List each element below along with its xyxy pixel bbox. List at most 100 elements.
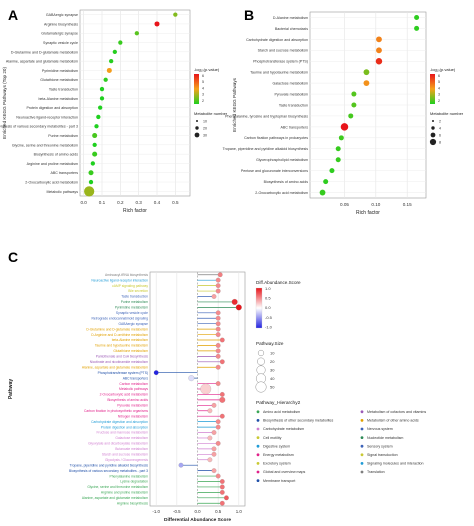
color-legend-tick: 3 [438, 93, 440, 97]
color-legend-bar [430, 74, 435, 104]
pathway-label: Carbon fixation in photosynthetic organi… [84, 409, 148, 413]
color-legend-title: -log₁₀(p.value) [430, 67, 456, 72]
y-tick-label: ABC transporters [50, 171, 78, 175]
hierarchy-legend-label: Membrane transport [263, 479, 295, 483]
size-legend-circle [255, 381, 267, 393]
pathway-label: Biosynthesis of amino acids [107, 398, 148, 402]
y-tick-label: Biosynthesis of amino acids [264, 180, 309, 184]
hierarchy-legend-swatch [256, 436, 260, 439]
data-point [363, 69, 370, 76]
color-legend-bar [255, 287, 263, 329]
color-legend-tick: 5 [438, 80, 440, 84]
size-legend-label: 6 [439, 133, 441, 137]
color-legend-tick: 2 [438, 99, 440, 103]
data-point [106, 67, 112, 73]
pathway-label: Taste transduction [121, 295, 148, 299]
x-tick-label: 0.5 [172, 200, 179, 205]
data-point [96, 114, 101, 120]
size-legend-dot [429, 138, 437, 146]
hierarchy-legend-swatch [360, 444, 364, 448]
size-legend-title: Pathway.Size [256, 341, 284, 346]
data-point [90, 161, 95, 166]
hierarchy-legend-label: Global and overview maps [263, 470, 306, 474]
color-legend-tick: 5 [202, 80, 204, 84]
hierarchy-legend-label: Nucleotide metabolism [367, 436, 403, 440]
size-legend-dot [431, 126, 435, 130]
size-legend-label: 4 [439, 126, 441, 130]
y-tick-label: Phenylalanine, tyrosine and tryptophan b… [225, 114, 308, 118]
color-legend-tick: 0.0 [265, 305, 271, 310]
y-tick-label: Starch and sucrose metabolism [258, 49, 308, 53]
color-legend-tick: 3 [202, 93, 204, 97]
data-point [414, 14, 420, 20]
hierarchy-legend-swatch [360, 453, 364, 457]
data-point [173, 12, 178, 17]
x-tick-label: 0.1 [99, 200, 106, 205]
y-tick-label: GABAergic synapse [46, 13, 78, 17]
pathway-label: Phenylalanine metabolism [110, 474, 149, 478]
hierarchy-legend-label: Metabolism of cofactors and vitamins [367, 410, 426, 414]
x-tick-label: 0.5 [215, 509, 222, 514]
data-point [376, 47, 382, 54]
y-tick-label: Pentose and glucuronate interconversions [241, 169, 308, 173]
plot-frame [79, 9, 191, 197]
hierarchy-legend-label: Excretory system [263, 462, 291, 466]
hierarchy-legend-label: Nervous system [367, 427, 393, 431]
hierarchy-legend-swatch [360, 419, 364, 422]
color-legend-tick: -1.0 [265, 324, 273, 329]
size-legend-dot [195, 126, 199, 130]
pathway-label: Galactose metabolism [115, 436, 148, 440]
hierarchy-legend-swatch [256, 419, 260, 422]
size-legend-label: 30 [270, 368, 275, 373]
y-tick-label: Arginine biosynthesis [44, 22, 78, 26]
size-legend-label: 8 [439, 140, 441, 144]
hierarchy-legend-swatch [360, 427, 364, 431]
x-tick-label: 0.0 [194, 509, 201, 514]
lollipop-dot [219, 479, 225, 484]
data-point [99, 86, 105, 92]
y-tick-label: Glycine, serine and threonine metabolism [12, 143, 78, 147]
pathway-label: Glycolysis / Gluconeogenesis [105, 458, 148, 462]
lollipop-dot [215, 381, 221, 386]
data-point [329, 168, 335, 174]
pathway-label: Aminoacyl-tRNA biosynthesis [105, 273, 148, 277]
size-legend-label: 50 [270, 385, 275, 390]
hierarchy-legend-label: Sensory system [367, 444, 393, 448]
data-point [84, 186, 95, 197]
lollipop-dot [219, 490, 225, 495]
lollipop-dot [219, 484, 225, 490]
hierarchy-legend-swatch [360, 436, 364, 439]
color-legend-tick: 1.0 [265, 286, 271, 291]
color-legend-tick: 4 [202, 86, 204, 90]
lollipop-dot [207, 457, 213, 463]
lollipop-dot [215, 332, 221, 337]
y-tick-label: 2-Oxocarboxylic acid metabolism [25, 180, 78, 184]
pathway-label: Nicotinate and nicotinamide metabolism [90, 360, 149, 364]
x-tick-label: -0.5 [173, 509, 181, 514]
y-tick-label: Pyruvate metabolism [274, 92, 308, 96]
pathway-label: Carbon metabolism [119, 382, 148, 386]
pathway-label: Nitrogen metabolism [118, 414, 148, 418]
hierarchy-legend-swatch [256, 410, 260, 414]
lollipop-dot [153, 370, 159, 376]
hierarchy-legend-label: Digestive system [263, 444, 290, 448]
hierarchy-legend-label: Biosynthesis of other secondary metaboli… [263, 419, 334, 423]
pathway-label: D-Arginine and D-ornithine metabolism [91, 333, 148, 337]
size-legend-label: 40 [270, 376, 275, 381]
pathway-label: Glutathione metabolism [113, 349, 148, 353]
lollipop-dot [219, 413, 225, 419]
y-tick-label: ABC transporters [280, 125, 308, 129]
data-point [375, 58, 383, 65]
y-tick-label: Glycerophospholipid metabolism [256, 158, 308, 162]
lollipop-dot [215, 321, 221, 327]
size-legend-title: Metabolite number [194, 111, 228, 116]
data-point [335, 146, 341, 152]
y-tick-label: Protein digestion and absorption [26, 106, 78, 110]
pathway-label: Starch and sucrose metabolism [102, 453, 148, 457]
data-point [92, 151, 98, 157]
y-tick-label: Tropane, piperidine and pyridine alkaloi… [223, 147, 309, 151]
x-axis-label: Rich factor [356, 210, 380, 216]
data-point [351, 91, 357, 97]
y-tick-label: Carbohydrate digestion and absorption [246, 38, 308, 42]
x-axis-label: Rich factor [123, 208, 147, 214]
